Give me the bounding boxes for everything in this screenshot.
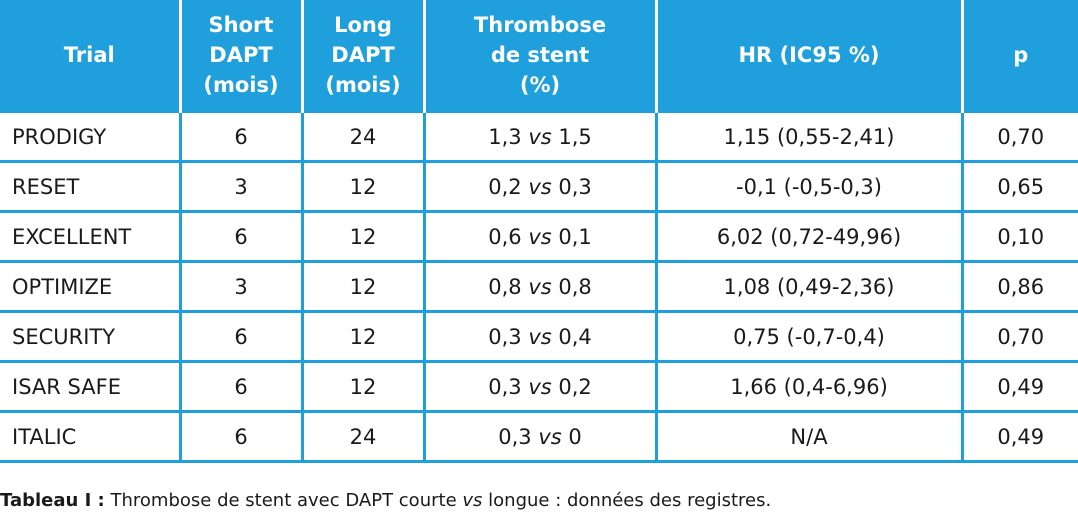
cell-short-dapt: 6 [178, 311, 302, 363]
table-body: PRODIGY 6 24 1,3 vs 1,5 1,15 (0,55-2,41) 0,70… [0, 110, 1078, 463]
cell-short-dapt: 3 [178, 161, 302, 213]
registry-table: Trial Short DAPT (mois) Long DAPT (mois)… [0, 0, 1078, 463]
cell-p: 0,49 [960, 361, 1078, 413]
cell-long-dapt: 12 [300, 161, 424, 213]
header-trial: Trial [0, 0, 180, 112]
cell-long-dapt: 12 [300, 311, 424, 363]
cell-p: 0,49 [960, 411, 1078, 463]
header-row: Trial Short DAPT (mois) Long DAPT (mois)… [0, 0, 1078, 112]
cell-thrombose: 0,3 vs 0,2 [422, 361, 656, 413]
cell-thrombose: 1,3 vs 1,5 [422, 110, 656, 163]
table-row: OPTIMIZE 3 12 0,8 vs 0,8 1,08 (0,49-2,36) 0,8… [0, 261, 1078, 313]
header-hr: HR (IC95 %) [654, 0, 962, 112]
cell-p: 0,86 [960, 261, 1078, 313]
table-row: SECURITY 6 12 0,3 vs 0,4 0,75 (-0,7-0,4) 0,70 [0, 311, 1078, 363]
cell-trial: SECURITY [0, 311, 180, 363]
header-p: p [960, 0, 1078, 112]
table-row: PRODIGY 6 24 1,3 vs 1,5 1,15 (0,55-2,41) 0,70 [0, 110, 1078, 163]
cell-short-dapt: 6 [178, 361, 302, 413]
cell-thrombose: 0,3 vs 0 [422, 411, 656, 463]
table-caption: Tableau I : Thrombose de stent avec DAPT… [0, 490, 771, 511]
cell-hr: 6,02 (0,72-49,96) [654, 211, 962, 263]
cell-short-dapt: 6 [178, 411, 302, 463]
caption-label: Tableau I : [0, 490, 105, 511]
cell-short-dapt: 3 [178, 261, 302, 313]
cell-trial: OPTIMIZE [0, 261, 180, 313]
cell-trial: RESET [0, 161, 180, 213]
cell-p: 0,70 [960, 110, 1078, 163]
cell-long-dapt: 12 [300, 361, 424, 413]
cell-long-dapt: 12 [300, 261, 424, 313]
cell-hr: 1,15 (0,55-2,41) [654, 110, 962, 163]
header-short-dapt: Short DAPT (mois) [178, 0, 302, 112]
table-row: RESET 3 12 0,2 vs 0,3 -0,1 (-0,5-0,3) 0,65 [0, 161, 1078, 213]
cell-thrombose: 0,2 vs 0,3 [422, 161, 656, 213]
cell-hr: 0,75 (-0,7-0,4) [654, 311, 962, 363]
cell-hr: 1,08 (0,49-2,36) [654, 261, 962, 313]
cell-long-dapt: 24 [300, 411, 424, 463]
cell-thrombose: 0,8 vs 0,8 [422, 261, 656, 313]
cell-hr: N/A [654, 411, 962, 463]
table-row: ITALIC 6 24 0,3 vs 0 N/A 0,49 [0, 411, 1078, 463]
cell-short-dapt: 6 [178, 211, 302, 263]
caption-text-before: Thrombose de stent avec DAPT courte [110, 490, 457, 511]
cell-hr: 1,66 (0,4-6,96) [654, 361, 962, 413]
table-header: Trial Short DAPT (mois) Long DAPT (mois)… [0, 0, 1078, 112]
cell-p: 0,10 [960, 211, 1078, 263]
cell-trial: ITALIC [0, 411, 180, 463]
caption-text-after: longue : données des registres. [488, 490, 772, 511]
header-thrombose: Thrombose de stent (%) [422, 0, 656, 112]
cell-p: 0,70 [960, 311, 1078, 363]
cell-long-dapt: 24 [300, 110, 424, 163]
caption-italic: vs [462, 490, 483, 511]
cell-long-dapt: 12 [300, 211, 424, 263]
cell-thrombose: 0,3 vs 0,4 [422, 311, 656, 363]
cell-trial: EXCELLENT [0, 211, 180, 263]
table-row: EXCELLENT 6 12 0,6 vs 0,1 6,02 (0,72-49,96) 0… [0, 211, 1078, 263]
cell-short-dapt: 6 [178, 110, 302, 163]
table-row: ISAR SAFE 6 12 0,3 vs 0,2 1,66 (0,4-6,96) 0,4… [0, 361, 1078, 413]
cell-thrombose: 0,6 vs 0,1 [422, 211, 656, 263]
cell-hr: -0,1 (-0,5-0,3) [654, 161, 962, 213]
cell-trial: PRODIGY [0, 110, 180, 163]
header-long-dapt: Long DAPT (mois) [300, 0, 424, 112]
cell-p: 0,65 [960, 161, 1078, 213]
cell-trial: ISAR SAFE [0, 361, 180, 413]
